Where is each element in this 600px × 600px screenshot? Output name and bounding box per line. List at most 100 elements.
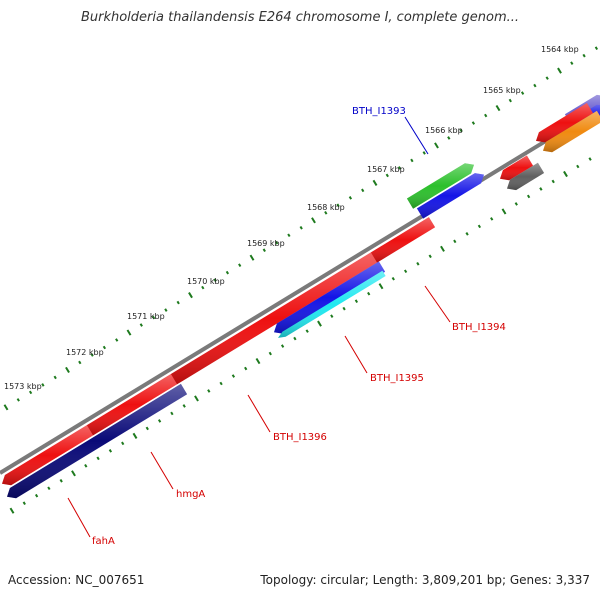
scale-tick-label: 1566 kbp bbox=[425, 126, 463, 135]
red-gene[interactable] bbox=[168, 252, 378, 385]
scale-tick bbox=[151, 315, 156, 320]
scale-tick bbox=[336, 203, 340, 208]
scale-tick bbox=[176, 300, 180, 305]
scale-tick bbox=[434, 142, 439, 149]
scale-tick bbox=[249, 254, 255, 261]
scale-tick bbox=[416, 261, 420, 266]
red-gene[interactable] bbox=[536, 103, 594, 143]
gene-label-bth_i1396[interactable]: BTH_I1396 bbox=[273, 432, 327, 443]
scale-tick bbox=[428, 254, 432, 259]
scale-tick bbox=[22, 501, 26, 506]
gene-label-line bbox=[247, 394, 271, 433]
scale-tick-label: 1567 kbp bbox=[367, 165, 405, 174]
gene-labels[interactable]: BTH_I1393 BTH_I1394 BTH_I1395 BTH_I1396 hmgA… bbox=[92, 106, 506, 547]
scale-tick bbox=[501, 208, 507, 215]
scale-tick bbox=[225, 270, 230, 275]
scale-tick bbox=[90, 353, 94, 357]
scale-tick bbox=[453, 239, 457, 244]
scale-tick bbox=[9, 507, 15, 514]
scale-tick bbox=[361, 188, 365, 193]
red-gene[interactable] bbox=[368, 217, 436, 263]
genome-backbone bbox=[0, 106, 600, 475]
blue-gene[interactable] bbox=[274, 261, 386, 334]
scale-tick-label: 1571 kbp bbox=[127, 312, 165, 321]
gene-label-hmga[interactable]: hmgA bbox=[176, 489, 205, 500]
scale-tick bbox=[255, 357, 261, 365]
scale-tick bbox=[59, 478, 63, 483]
blue-gene[interactable] bbox=[416, 173, 484, 219]
scale-tick bbox=[539, 187, 543, 191]
green-gene[interactable] bbox=[406, 163, 474, 209]
scale-tick bbox=[299, 225, 303, 230]
gene-label-line bbox=[344, 335, 368, 374]
map-title: Burkholderia thailandensis E264 chromoso… bbox=[80, 10, 520, 25]
scale-tick bbox=[330, 314, 334, 318]
gene-label-bth_i1394[interactable]: BTH_I1394 bbox=[452, 322, 506, 333]
gene-label-bth_i1395[interactable]: BTH_I1395 bbox=[370, 373, 424, 384]
gray-gene[interactable] bbox=[507, 162, 545, 191]
scale-tick bbox=[41, 383, 45, 387]
scale-tick-label: 1565 kbp bbox=[483, 86, 521, 95]
scale-tick-label: 1564 kbp bbox=[541, 45, 579, 54]
scale-tick bbox=[391, 276, 395, 281]
scale-tick bbox=[115, 338, 119, 342]
scale-tick bbox=[354, 299, 359, 303]
scale-tick bbox=[324, 211, 328, 215]
scale-tick bbox=[551, 179, 555, 184]
scale-tick bbox=[132, 432, 138, 439]
scale-tick bbox=[34, 493, 39, 498]
scale-tick-label: 1572 kbp bbox=[66, 348, 104, 357]
red-gene[interactable] bbox=[2, 425, 94, 486]
scale-tick bbox=[280, 344, 285, 348]
scale-tick bbox=[526, 194, 531, 199]
scale-tick bbox=[53, 375, 57, 380]
scale-tick bbox=[28, 390, 33, 395]
scale-tick bbox=[182, 404, 186, 408]
scale-tick bbox=[563, 170, 568, 178]
gene-features[interactable] bbox=[2, 94, 600, 499]
red-gene[interactable] bbox=[84, 374, 178, 436]
orange-gene[interactable] bbox=[543, 110, 600, 153]
scale-tick-label: 1568 kbp bbox=[307, 203, 345, 212]
scale-tick bbox=[164, 308, 168, 312]
scale-tick bbox=[145, 426, 149, 431]
scale-tick bbox=[397, 166, 402, 170]
scale-tick bbox=[16, 398, 20, 402]
scale-tick bbox=[471, 121, 476, 125]
scale-tick bbox=[71, 470, 76, 477]
scale-tick-label: 1570 kbp bbox=[187, 277, 225, 286]
scale-tick bbox=[490, 217, 494, 221]
scale-tick bbox=[557, 67, 562, 74]
scale-tick bbox=[238, 263, 242, 267]
scale-tick bbox=[465, 232, 469, 236]
gene-label-line bbox=[424, 285, 451, 323]
scale-tick bbox=[545, 76, 549, 80]
cyan-gene[interactable] bbox=[278, 270, 386, 338]
scale-tick bbox=[520, 91, 525, 95]
scale-tick bbox=[188, 292, 193, 299]
scale-tick bbox=[477, 224, 482, 229]
scale-tick bbox=[201, 285, 205, 290]
scale-tick bbox=[244, 366, 248, 371]
scale-tick bbox=[403, 269, 408, 274]
scale-tick bbox=[305, 329, 309, 333]
gene-label-faha[interactable]: fahA bbox=[92, 536, 115, 547]
scale-tick bbox=[65, 366, 70, 374]
scale-tick bbox=[367, 291, 371, 296]
scale-tick bbox=[372, 179, 378, 186]
red-gene[interactable] bbox=[500, 155, 534, 181]
scale-tick-label: 1569 kbp bbox=[247, 239, 285, 248]
scale-tick bbox=[268, 351, 272, 356]
scale-tick bbox=[348, 196, 353, 200]
gene-label-bth_i1393[interactable]: BTH_I1393 bbox=[352, 106, 406, 117]
scale-tick bbox=[582, 53, 586, 58]
scale-tick bbox=[207, 389, 211, 393]
scale-tick bbox=[378, 283, 384, 290]
scale-tick bbox=[447, 136, 451, 140]
scale-tick bbox=[317, 320, 322, 327]
accession-text: Accession: NC_007651 bbox=[8, 573, 145, 587]
navy-gene[interactable] bbox=[7, 383, 188, 499]
scale-tick bbox=[533, 83, 537, 88]
scale-tick bbox=[495, 104, 501, 112]
